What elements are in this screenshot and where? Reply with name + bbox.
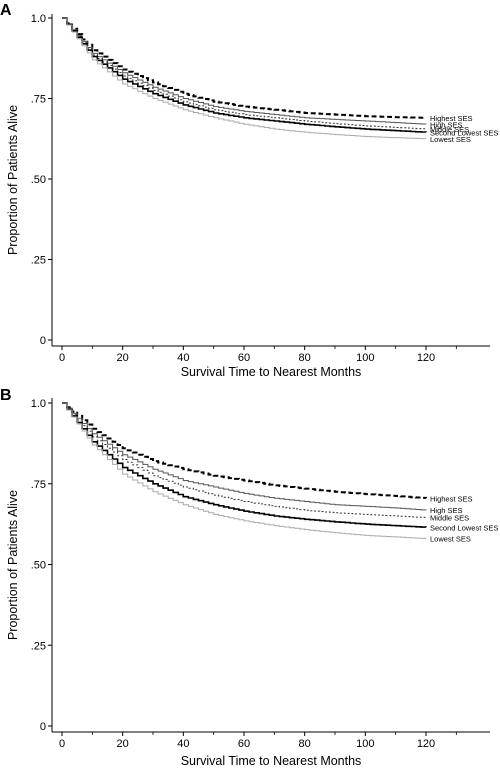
- legend-label: High SES: [430, 506, 463, 515]
- x-tick-label: 20: [117, 738, 129, 750]
- legend-label: Lowest SES: [430, 535, 471, 544]
- series-line-second-lowest-ses: [62, 402, 427, 528]
- series-line-lowest-ses: [62, 402, 427, 539]
- x-tick-label: 60: [238, 352, 250, 364]
- y-axis-title: Proportion of Patients Alive: [6, 490, 20, 640]
- y-tick-label: .25: [31, 255, 46, 267]
- x-tick-label: 40: [177, 738, 189, 750]
- series-line-middle-ses: [62, 17, 427, 130]
- legend-label: High SES: [430, 120, 463, 129]
- x-tick-label: 20: [117, 352, 129, 364]
- y-tick-label: .50: [31, 560, 46, 572]
- y-tick-label: .25: [31, 640, 46, 652]
- series-line-highest-ses: [62, 17, 427, 119]
- y-tick-label: .50: [31, 174, 46, 186]
- x-axis-title: Survival Time to Nearest Months: [181, 754, 362, 768]
- series-line-high-ses: [62, 17, 427, 125]
- series-line-high-ses: [62, 402, 427, 511]
- legend-label: Highest SES: [430, 114, 473, 123]
- series-line-highest-ses: [62, 402, 427, 499]
- x-tick-label: 80: [299, 352, 311, 364]
- legend-label: Middle SES: [430, 125, 469, 134]
- x-tick-label: 80: [299, 738, 311, 750]
- x-axis-title: Survival Time to Nearest Months: [181, 365, 362, 379]
- legend-label: Lowest SES: [430, 135, 471, 144]
- legend-label: Highest SES: [430, 494, 473, 503]
- x-tick-label: 120: [417, 352, 435, 364]
- legend-label: Middle SES: [430, 514, 469, 523]
- x-tick-label: 60: [238, 738, 250, 750]
- y-tick-label: .75: [31, 479, 46, 491]
- chart-panel-b: B 0 .25 .50 .75 1.0 0 20 40 60 80 100 120 Survival Ti…: [0, 387, 498, 768]
- y-axis-title: Proportion of Patients Alive: [6, 105, 20, 255]
- series-line-middle-ses: [62, 402, 427, 518]
- chart-panel-a: A 0 .25 .50 .75 1.0 0 20 40 60 80 100 120 Survival Ti…: [0, 2, 498, 379]
- x-tick-label: 120: [417, 738, 435, 750]
- x-tick-label: 0: [59, 352, 65, 364]
- y-tick-label: 0: [40, 721, 46, 733]
- y-tick-label: 0: [40, 335, 46, 347]
- x-tick-label: 100: [356, 352, 374, 364]
- y-tick-label: .75: [31, 94, 46, 106]
- legend-label: Second Lowest SES: [430, 128, 498, 137]
- y-tick-label: 1.0: [31, 13, 46, 25]
- panel-letter: A: [0, 2, 12, 19]
- panel-letter: B: [0, 387, 12, 404]
- series-line-second-lowest-ses: [62, 17, 427, 133]
- legend-label: Second Lowest SES: [430, 523, 498, 532]
- series-line-lowest-ses: [62, 17, 427, 140]
- y-tick-label: 1.0: [31, 398, 46, 410]
- x-tick-label: 100: [356, 738, 374, 750]
- x-tick-label: 0: [59, 738, 65, 750]
- x-tick-label: 40: [177, 352, 189, 364]
